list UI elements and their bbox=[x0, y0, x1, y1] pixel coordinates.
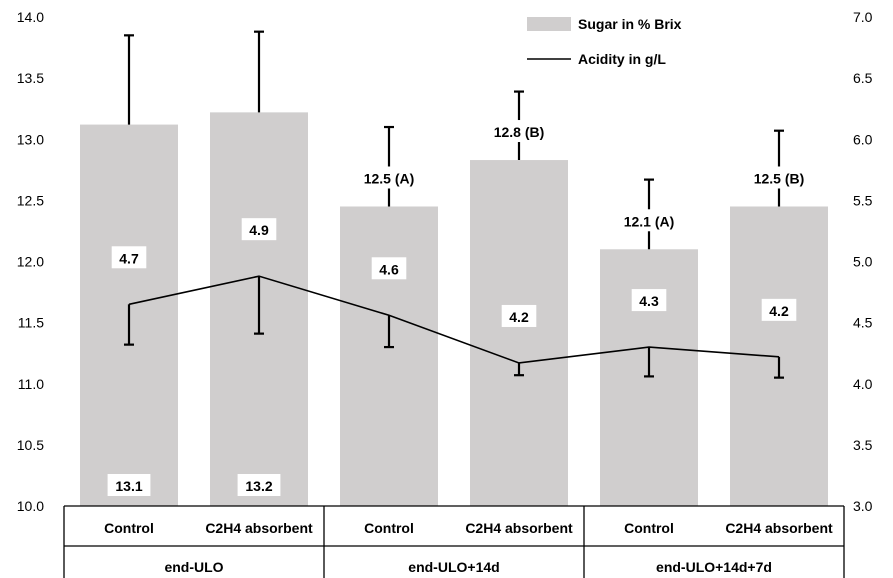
right-tick-label: 3.0 bbox=[853, 498, 873, 514]
group-label: end-ULO+14d+7d bbox=[656, 559, 772, 575]
sugar-label-bg bbox=[351, 166, 427, 189]
category-label: C2H4 absorbent bbox=[205, 520, 313, 536]
acidity-label-5: 4.2 bbox=[761, 298, 797, 321]
right-tick-label: 5.0 bbox=[853, 254, 873, 270]
sugar-label-3: 12.8 (B) bbox=[481, 120, 557, 143]
sugar-label-bg bbox=[741, 166, 817, 189]
sugar-label-1: 13.2 bbox=[237, 474, 281, 496]
legend: Sugar in % Brix Acidity in g/L bbox=[527, 16, 682, 67]
sugar-bar bbox=[340, 206, 438, 507]
left-tick-label: 12.5 bbox=[17, 192, 44, 208]
left-tick-label: 13.5 bbox=[17, 70, 44, 86]
category-label: Control bbox=[104, 520, 154, 536]
acidity-label-bg bbox=[241, 218, 277, 241]
acidity-label-3: 4.2 bbox=[501, 304, 537, 327]
category-label: C2H4 absorbent bbox=[465, 520, 573, 536]
sugar-label-text: 13.2 bbox=[245, 478, 272, 494]
right-axis: 3.0 3.5 4.0 4.5 5.0 5.5 6.0 6.5 7.0 bbox=[853, 9, 873, 514]
acidity-label-bg bbox=[111, 246, 147, 269]
acidity-label-text: 4.2 bbox=[509, 309, 529, 325]
left-tick-label: 12.0 bbox=[17, 254, 44, 270]
sugar-bar bbox=[600, 249, 698, 506]
sugar-label-bg bbox=[611, 209, 687, 232]
group-label: end-ULO bbox=[164, 559, 223, 575]
right-tick-label: 6.5 bbox=[853, 70, 873, 86]
acidity-label-bg bbox=[761, 298, 797, 321]
sugar-label-5: 12.5 (B) bbox=[741, 166, 817, 189]
acidity-label-2: 4.6 bbox=[371, 257, 407, 280]
group-label: end-ULO+14d bbox=[408, 559, 499, 575]
sugar-label-text: 12.5 (A) bbox=[364, 170, 415, 186]
left-tick-label: 11.5 bbox=[18, 315, 44, 331]
left-tick-label: 10.5 bbox=[17, 437, 44, 453]
sugar-label-text: 12.8 (B) bbox=[494, 124, 545, 140]
sugar-label-text: 12.5 (B) bbox=[754, 170, 805, 186]
left-tick-label: 10.0 bbox=[17, 498, 44, 514]
acidity-line-layer bbox=[124, 275, 784, 379]
acidity-label-0: 4.7 bbox=[111, 246, 147, 269]
category-label: Control bbox=[364, 520, 414, 536]
sugar-label-2: 12.5 (A) bbox=[351, 166, 427, 189]
sugar-label-0: 13.1 bbox=[107, 474, 151, 496]
category-label: C2H4 absorbent bbox=[725, 520, 833, 536]
sugar-bars bbox=[80, 112, 828, 507]
acidity-label-text: 4.3 bbox=[639, 293, 659, 309]
sugar-label-bg bbox=[481, 120, 557, 143]
left-axis: 10.0 10.5 11.0 11.5 12.0 12.5 13.0 13.5 14.0 bbox=[17, 9, 44, 514]
sugar-bar bbox=[470, 160, 568, 506]
right-tick-label: 5.5 bbox=[853, 192, 873, 208]
right-tick-label: 4.5 bbox=[853, 315, 873, 331]
right-tick-label: 6.0 bbox=[853, 131, 873, 147]
sugar-label-4: 12.1 (A) bbox=[611, 209, 687, 232]
legend-label-acidity: Acidity in g/L bbox=[578, 51, 666, 67]
data-labels: 13.1 13.2 12.5 (A) 12.8 (B) 12.1 (A) 12.5 (B)… bbox=[107, 120, 817, 496]
acidity-label-bg bbox=[631, 289, 667, 312]
acidity-label-bg bbox=[371, 257, 407, 280]
sugar-label-bg bbox=[107, 474, 151, 496]
acidity-label-bg bbox=[501, 304, 537, 327]
acidity-label-text: 4.6 bbox=[379, 261, 399, 277]
left-tick-label: 11.0 bbox=[18, 376, 44, 392]
right-tick-label: 3.5 bbox=[853, 437, 873, 453]
acidity-line bbox=[128, 275, 780, 364]
legend-label-sugar: Sugar in % Brix bbox=[578, 16, 682, 32]
acidity-label-text: 4.7 bbox=[119, 250, 139, 266]
acidity-label-text: 4.9 bbox=[249, 222, 269, 238]
sugar-label-bg bbox=[237, 474, 281, 496]
acidity-label-1: 4.9 bbox=[241, 218, 277, 241]
right-tick-label: 4.0 bbox=[853, 376, 873, 392]
acidity-label-4: 4.3 bbox=[631, 289, 667, 312]
left-tick-label: 13.0 bbox=[17, 131, 44, 147]
left-tick-label: 14.0 bbox=[17, 9, 44, 25]
acidity-label-text: 4.2 bbox=[769, 303, 789, 319]
right-tick-label: 7.0 bbox=[853, 9, 873, 25]
sugar-label-text: 12.1 (A) bbox=[624, 213, 675, 229]
category-label: Control bbox=[624, 520, 674, 536]
sugar-label-text: 13.1 bbox=[115, 478, 142, 494]
category-axis: Control C2H4 absorbent Control C2H4 absorbe… bbox=[63, 505, 845, 578]
legend-swatch-sugar bbox=[527, 17, 571, 31]
